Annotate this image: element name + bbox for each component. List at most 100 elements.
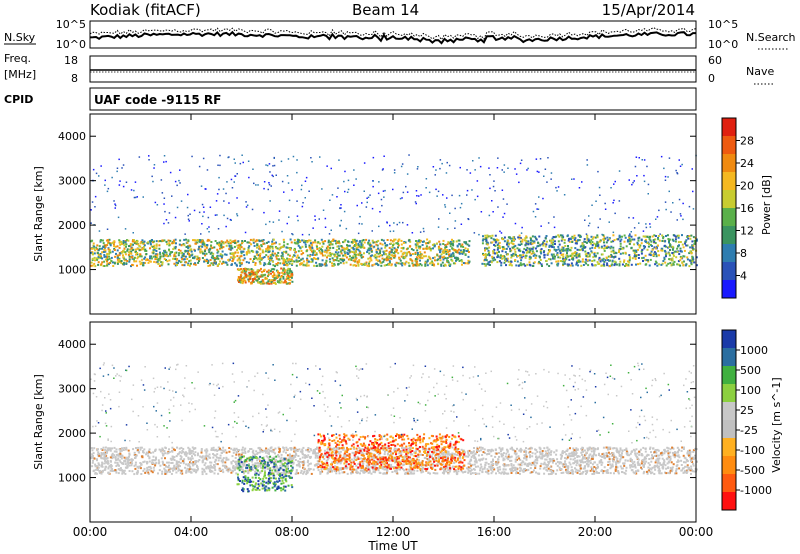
echo-cell (536, 245, 539, 248)
echo-cell (458, 260, 461, 262)
echo-cell (406, 191, 409, 193)
echo-cell (96, 252, 99, 255)
echo-cell (116, 249, 119, 252)
echo-cell (602, 234, 605, 237)
echo-cell (94, 265, 97, 268)
echo-cell (336, 241, 339, 244)
echo-cell (266, 241, 268, 244)
echo-cell (354, 255, 357, 258)
echo-cell (421, 257, 424, 259)
echo-cell (388, 251, 391, 254)
echo-cell (112, 265, 115, 267)
echo-cell (618, 251, 620, 253)
echo-cell (116, 170, 118, 173)
echo-cell (206, 262, 209, 264)
echo-cell (147, 471, 150, 474)
echo-cell (350, 259, 353, 261)
echo-cell (459, 206, 462, 209)
echo-cell (590, 239, 593, 242)
echo-cell (290, 274, 293, 277)
echo-cell (599, 461, 602, 464)
echo-cell (262, 256, 265, 259)
echo-cell (265, 254, 268, 257)
echo-cell (282, 258, 285, 261)
echo-cell (176, 206, 179, 209)
echo-cell (643, 159, 646, 161)
echo-cell (357, 232, 360, 235)
echo-cell (360, 448, 363, 451)
echo-cell (590, 235, 593, 238)
echo-cell (628, 216, 630, 219)
echo-cell (260, 280, 263, 283)
echo-cell (138, 249, 141, 252)
echo-cell (123, 262, 125, 265)
echo-cell (586, 164, 589, 166)
echo-cell (461, 263, 463, 266)
echo-cell (585, 233, 588, 235)
echo-cell (233, 158, 235, 160)
echo-cell (312, 452, 315, 455)
echo-cell (156, 204, 159, 206)
echo-cell (550, 178, 552, 180)
echo-cell (686, 256, 689, 259)
echo-cell (106, 253, 109, 256)
echo-cell (293, 239, 296, 242)
echo-cell (324, 262, 327, 265)
echo-cell (185, 246, 188, 248)
echo-cell (260, 274, 263, 277)
echo-cell (201, 203, 204, 206)
echo-cell (256, 269, 259, 272)
echo-cell (167, 452, 170, 455)
echo-cell (375, 262, 378, 265)
echo-cell (618, 257, 621, 260)
echo-cell (520, 159, 523, 161)
echo-cell (203, 464, 206, 467)
echo-cell (633, 238, 636, 241)
echo-cell (264, 278, 267, 280)
echo-cell (241, 277, 244, 280)
echo-cell (498, 465, 501, 468)
echo-cell (369, 255, 372, 258)
echo-cell (415, 202, 417, 205)
echo-cell (562, 246, 565, 249)
echo-cell (367, 247, 370, 250)
echo-cell (151, 239, 153, 241)
echo-cell (599, 260, 602, 263)
echo-cell (464, 253, 467, 256)
echo-cell (583, 238, 586, 241)
echo-cell (321, 245, 324, 248)
echo-cell (361, 448, 364, 451)
echo-cell (509, 250, 512, 253)
echo-cell (590, 455, 593, 458)
echo-cell (307, 464, 310, 467)
echo-cell (267, 255, 270, 258)
echo-cell (236, 173, 238, 175)
echo-cell (568, 249, 571, 252)
echo-cell (403, 252, 406, 254)
echo-cell (462, 245, 465, 248)
echo-cell (630, 246, 633, 249)
echo-cell (234, 162, 236, 164)
echo-cell (90, 222, 92, 224)
echo-cell (335, 242, 337, 245)
echo-cell (191, 155, 193, 158)
echo-cell (482, 235, 484, 238)
echo-cell (556, 263, 559, 266)
echo-cell (606, 239, 609, 242)
echo-cell (176, 184, 178, 187)
echo-cell (520, 256, 523, 259)
echo-cell (669, 244, 672, 247)
colorbar-segment (722, 154, 736, 172)
echo-cell (536, 450, 539, 453)
echo-cell (618, 450, 621, 453)
echo-cell (186, 206, 189, 209)
echo-cell (283, 241, 286, 244)
echo-cell (147, 241, 150, 244)
echo-cell (189, 461, 191, 464)
echo-cell (405, 260, 408, 263)
echo-cell (302, 466, 304, 469)
echo-cell (487, 263, 490, 266)
echo-cell (679, 213, 682, 215)
echo-cell (305, 249, 308, 252)
echo-cell (332, 264, 335, 267)
